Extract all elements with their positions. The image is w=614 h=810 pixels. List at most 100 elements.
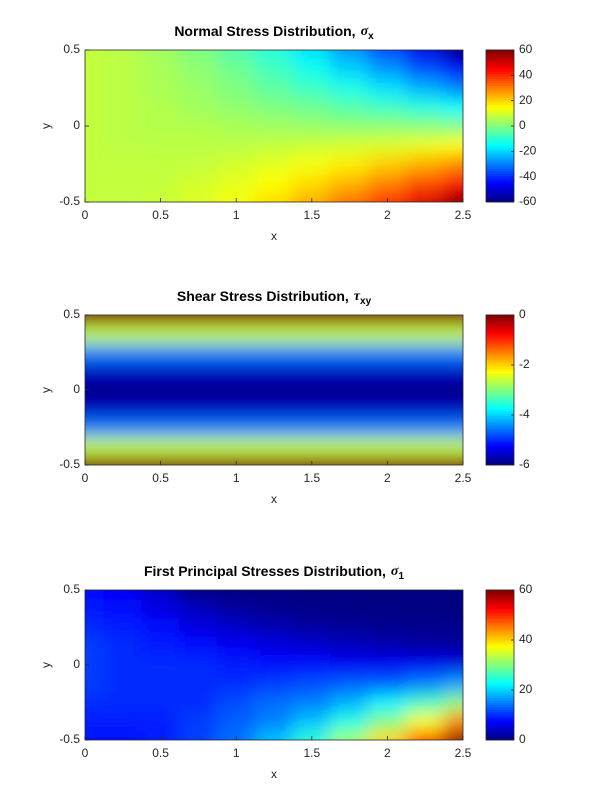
- x-tick-label: 2.5: [455, 746, 472, 760]
- colorbar-segment: [486, 314, 514, 318]
- heatmap-cell: [405, 398, 445, 419]
- heatmap-cell: [443, 417, 463, 438]
- heatmap-cells: [85, 590, 463, 740]
- heatmap-cell: [292, 455, 332, 465]
- heatmap-cell: [85, 673, 105, 694]
- heatmap-cell: [216, 598, 256, 619]
- colorbar-segment: [486, 192, 514, 196]
- colorbar-segment: [486, 420, 514, 424]
- heatmap-cell: [254, 97, 294, 117]
- colorbar-segment: [486, 128, 514, 132]
- heatmap-cell: [443, 116, 463, 136]
- heatmap-cell: [330, 192, 369, 202]
- colorbar-segment: [486, 118, 514, 122]
- heatmap-cell: [179, 398, 218, 419]
- heatmap-cell: [254, 50, 294, 60]
- x-tick-label: 1: [233, 746, 240, 760]
- heatmap-cell: [405, 417, 445, 438]
- heatmap-cell: [85, 135, 105, 155]
- heatmap-cell: [141, 617, 180, 638]
- heatmap-cell: [368, 116, 407, 136]
- heatmap-cell: [330, 455, 369, 465]
- colorbar-segment: [486, 87, 514, 91]
- colorbar-segment: [486, 49, 514, 53]
- heatmap-cell: [179, 436, 218, 457]
- heatmap-cell: [292, 436, 332, 457]
- heatmap-cell: [179, 50, 218, 60]
- heatmap-cell: [103, 617, 143, 638]
- colorbar-segment: [486, 669, 514, 673]
- heatmap-cell: [330, 173, 369, 193]
- colorbar-segment: [486, 403, 514, 407]
- heatmap-cell: [85, 50, 105, 60]
- title-text: Normal Stress Distribution,: [174, 23, 355, 39]
- heatmap-cell: [103, 730, 143, 740]
- heatmap-cell: [85, 617, 105, 638]
- colorbar-segment: [486, 317, 514, 320]
- heatmap-cell: [292, 692, 332, 713]
- heatmap-cell: [443, 590, 463, 600]
- heatmap-cell: [405, 436, 445, 457]
- colorbar-segment: [486, 161, 514, 165]
- colorbar-segment: [486, 345, 514, 349]
- heatmap-cell: [443, 380, 463, 400]
- colorbar-segment: [486, 335, 514, 339]
- colorbar-segment: [486, 452, 514, 456]
- title-symbol: τ: [354, 289, 361, 304]
- heatmap-cell: [292, 173, 332, 193]
- colorbar-segment: [486, 624, 514, 628]
- heatmap-cell: [103, 398, 143, 419]
- heatmap-cell: [103, 380, 143, 400]
- heatmap-cell: [330, 116, 369, 136]
- heatmap-cell: [85, 59, 105, 79]
- colorbar-segment: [486, 394, 514, 398]
- colorbar-tick-label: -60: [519, 194, 537, 208]
- heatmap-cell: [85, 455, 105, 465]
- heatmap-cell: [292, 730, 332, 740]
- heatmap-cell: [85, 323, 105, 344]
- heatmap-cell: [179, 173, 218, 193]
- heatmap-cell: [141, 711, 180, 732]
- heatmap-cell: [216, 192, 256, 202]
- heatmap-cell: [292, 50, 332, 60]
- heatmap-cell: [254, 692, 294, 713]
- title-symbol: σ: [361, 24, 369, 39]
- heatmap-cell: [405, 590, 445, 600]
- title-text: First Principal Stresses Distribution,: [144, 563, 386, 579]
- colorbar-segment: [486, 380, 514, 384]
- heatmap-cell: [254, 135, 294, 155]
- heatmap-cell: [292, 711, 332, 732]
- heatmap-cell: [405, 154, 445, 174]
- colorbar-segment: [486, 109, 514, 113]
- colorbar-segment: [486, 158, 514, 162]
- heatmap-cell: [368, 323, 407, 344]
- heatmap-cell: [443, 655, 463, 675]
- colorbar-tick-label: 60: [519, 42, 533, 56]
- heatmap-cell: [292, 154, 332, 174]
- colorbar-segment: [486, 450, 514, 454]
- heatmap-cell: [330, 636, 369, 657]
- heatmap-cell: [368, 636, 407, 657]
- heatmap-cell: [292, 380, 332, 400]
- heatmap-cell: [103, 417, 143, 438]
- colorbar-segment: [486, 52, 514, 56]
- colorbar-segment: [486, 333, 514, 337]
- heatmap-cell: [368, 154, 407, 174]
- colorbar-segment: [486, 662, 514, 666]
- colorbar-segment: [486, 650, 514, 654]
- heatmap-cell: [254, 192, 294, 202]
- heatmap-cell: [141, 50, 180, 60]
- heatmap-cell: [85, 116, 105, 136]
- colorbar-segment: [486, 163, 514, 167]
- colorbar-segment: [486, 166, 514, 170]
- colorbar-segment: [486, 123, 514, 127]
- heatmap-cell: [179, 342, 218, 363]
- heatmap-cell: [103, 315, 143, 325]
- heatmap-cell: [141, 692, 180, 713]
- heatmap-cell: [85, 598, 105, 619]
- heatmap-cell: [103, 711, 143, 732]
- heatmap-cell: [103, 154, 143, 174]
- x-tick-label: 2: [384, 471, 391, 485]
- colorbar-segment: [486, 594, 514, 598]
- heatmap-cell: [443, 711, 463, 732]
